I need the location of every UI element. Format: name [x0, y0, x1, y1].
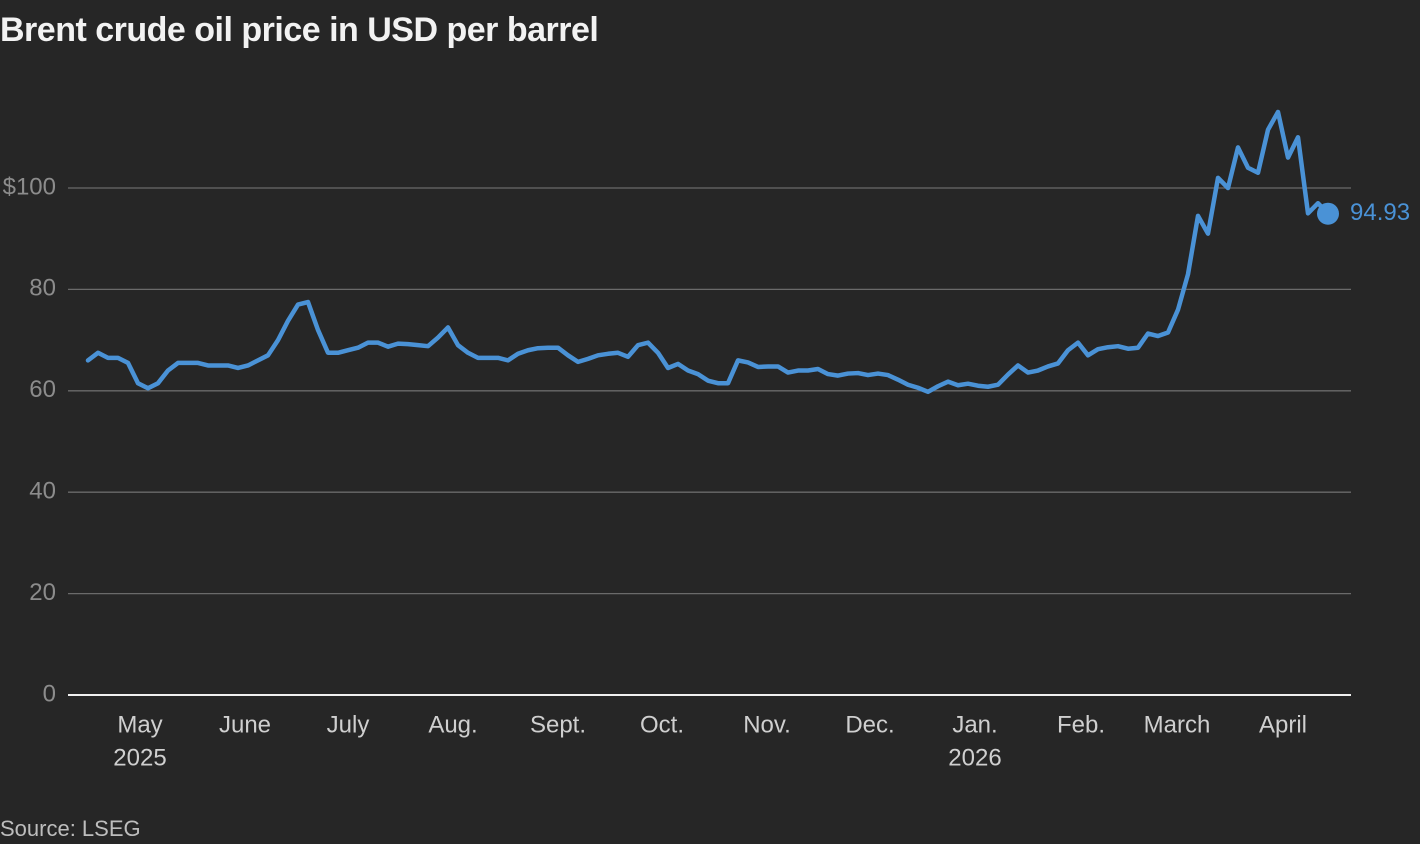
y-tick-label: 80 [29, 275, 56, 302]
x-tick-label: Jan. [952, 711, 997, 738]
x-tick-label: Aug. [428, 711, 477, 738]
source: Source: LSEG [0, 816, 141, 841]
x-tick-label: March [1144, 711, 1211, 738]
x-tick-sublabel: 2025 [113, 744, 166, 771]
x-tick-label: July [327, 711, 370, 738]
chart-title: Brent crude oil price in USD per barrel [0, 11, 598, 49]
x-tick-label: Nov. [743, 711, 791, 738]
x-tick-label: April [1259, 711, 1307, 738]
x-tick-label: May [117, 711, 162, 738]
y-tick-label: 20 [29, 579, 56, 606]
x-tick-label: Sept. [530, 711, 586, 738]
x-tick-sublabel: 2026 [948, 744, 1001, 771]
end-label: 94.93 [1350, 199, 1410, 226]
x-tick-label: Oct. [640, 711, 684, 738]
x-tick-label: Feb. [1057, 711, 1105, 738]
y-tick-label: 40 [29, 478, 56, 505]
y-tick-label: 0 [43, 680, 56, 707]
y-tick-label: $100 [3, 173, 56, 200]
end-point [1317, 202, 1339, 225]
x-tick-label: Dec. [845, 711, 894, 738]
price-line [85, 109, 1331, 395]
y-tick-label: 60 [29, 376, 56, 403]
x-tick-label: June [219, 711, 271, 738]
